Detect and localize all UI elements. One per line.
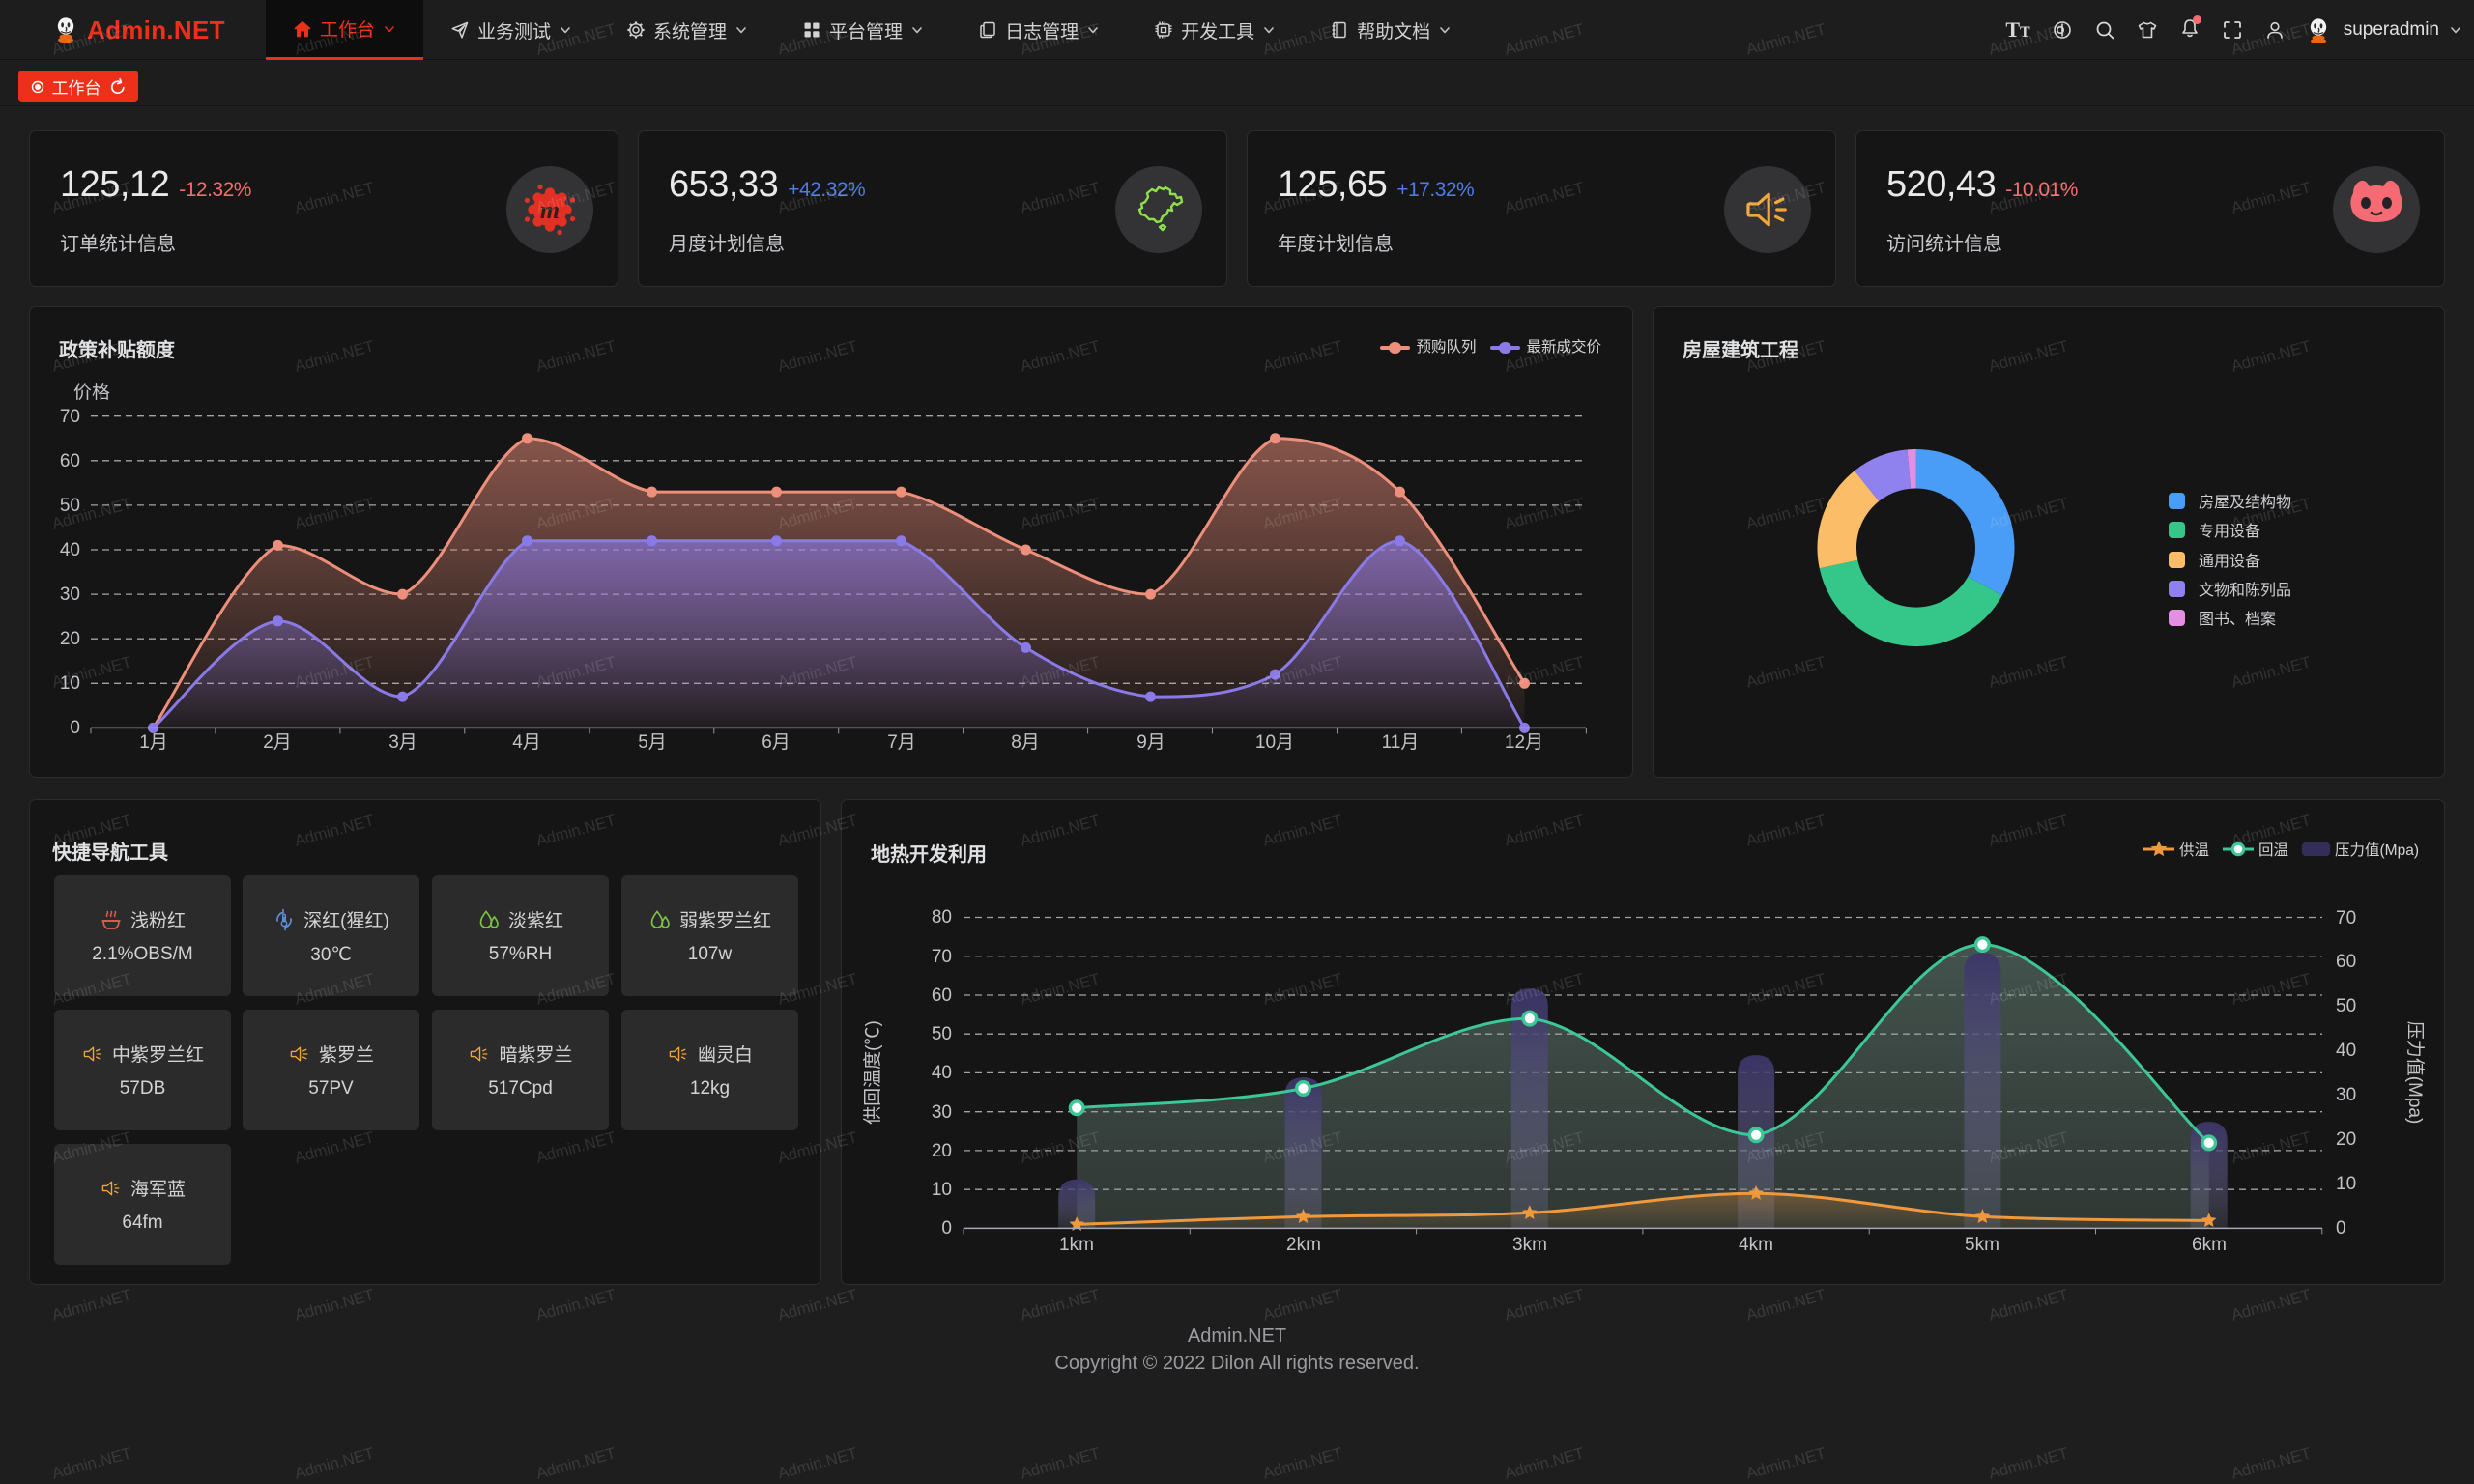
svg-text:4月: 4月 bbox=[512, 732, 541, 753]
svg-text:20: 20 bbox=[932, 1141, 952, 1161]
svg-text:10: 10 bbox=[60, 673, 80, 694]
svg-text:5月: 5月 bbox=[638, 732, 667, 753]
svg-text:0: 0 bbox=[70, 718, 80, 738]
svg-text:3km: 3km bbox=[1512, 1235, 1547, 1255]
svg-text:4km: 4km bbox=[1739, 1235, 1773, 1255]
svg-text:5km: 5km bbox=[1965, 1235, 1999, 1255]
svg-text:3月: 3月 bbox=[388, 732, 417, 753]
svg-text:10: 10 bbox=[2336, 1174, 2356, 1194]
svg-text:80: 80 bbox=[932, 907, 952, 928]
svg-text:60: 60 bbox=[932, 985, 952, 1006]
svg-text:70: 70 bbox=[60, 407, 80, 427]
svg-text:60: 60 bbox=[2336, 952, 2356, 972]
svg-text:10月: 10月 bbox=[1255, 732, 1294, 753]
svg-text:60: 60 bbox=[60, 451, 80, 471]
svg-text:2km: 2km bbox=[1286, 1235, 1321, 1255]
svg-text:1km: 1km bbox=[1059, 1235, 1094, 1255]
svg-text:30: 30 bbox=[60, 585, 80, 605]
svg-text:6月: 6月 bbox=[762, 732, 791, 753]
svg-text:40: 40 bbox=[60, 540, 80, 560]
svg-text:m: m bbox=[540, 196, 560, 224]
svg-text:40: 40 bbox=[932, 1063, 952, 1083]
svg-text:0: 0 bbox=[941, 1218, 952, 1239]
svg-text:压力值(Mpa): 压力值(Mpa) bbox=[2404, 1021, 2426, 1125]
svg-text:价格: 价格 bbox=[73, 382, 110, 403]
svg-text:30: 30 bbox=[932, 1102, 952, 1123]
svg-text:供回温度(℃): 供回温度(℃) bbox=[862, 1020, 883, 1125]
svg-text:70: 70 bbox=[932, 947, 952, 967]
svg-text:50: 50 bbox=[2336, 996, 2356, 1016]
svg-text:8月: 8月 bbox=[1011, 732, 1040, 753]
svg-text:6km: 6km bbox=[2192, 1235, 2227, 1255]
svg-text:0: 0 bbox=[2336, 1218, 2346, 1239]
svg-text:7月: 7月 bbox=[887, 732, 916, 753]
svg-text:70: 70 bbox=[2336, 908, 2356, 928]
svg-text:1月: 1月 bbox=[139, 732, 168, 753]
svg-text:11月: 11月 bbox=[1382, 732, 1420, 753]
svg-text:9月: 9月 bbox=[1136, 732, 1165, 753]
svg-text:20: 20 bbox=[60, 629, 80, 649]
svg-text:12月: 12月 bbox=[1505, 732, 1543, 753]
svg-text:2月: 2月 bbox=[263, 732, 292, 753]
svg-text:30: 30 bbox=[2336, 1085, 2356, 1105]
svg-text:20: 20 bbox=[2336, 1129, 2356, 1150]
svg-text:10: 10 bbox=[932, 1180, 952, 1200]
svg-text:40: 40 bbox=[2336, 1041, 2356, 1061]
svg-text:50: 50 bbox=[932, 1024, 952, 1044]
svg-text:50: 50 bbox=[60, 496, 80, 516]
